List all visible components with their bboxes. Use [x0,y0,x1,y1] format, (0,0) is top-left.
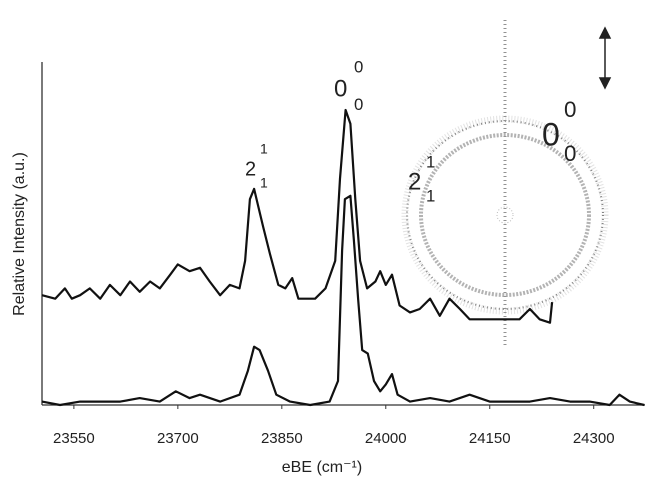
x-tick-label: 23700 [157,430,199,447]
peak-label-sub: 0 [354,95,363,114]
spectrum-line [41,108,554,324]
inset-label-sub: 0 [564,141,576,166]
inset-label-sup: 0 [564,97,576,122]
inset-image [401,20,609,345]
x-axis-label: eBE (cm⁻¹) [282,459,362,476]
x-tick-label: 24150 [469,430,511,447]
peak-label-sub: 1 [260,175,268,191]
peak-label-sup: 1 [260,141,268,157]
x-tick-label: 23850 [261,430,303,447]
spectrum-line [41,194,645,407]
x-tick-label: 24000 [365,430,407,447]
peak-label-base: 0 [334,75,347,102]
y-axis-label: Relative Intensity (a.u.) [11,152,28,316]
inset-label-sub: 1 [426,186,435,205]
inset-label-base: 2 [408,168,421,195]
peak-label-base: 2 [245,158,256,180]
peak-label-sup: 0 [354,57,363,76]
inset-label-base: 0 [542,116,560,152]
x-tick-label: 23550 [53,430,95,447]
x-tick-label: 24300 [573,430,615,447]
polarization-arrow [598,26,612,90]
inset-label-sup: 1 [426,152,435,171]
